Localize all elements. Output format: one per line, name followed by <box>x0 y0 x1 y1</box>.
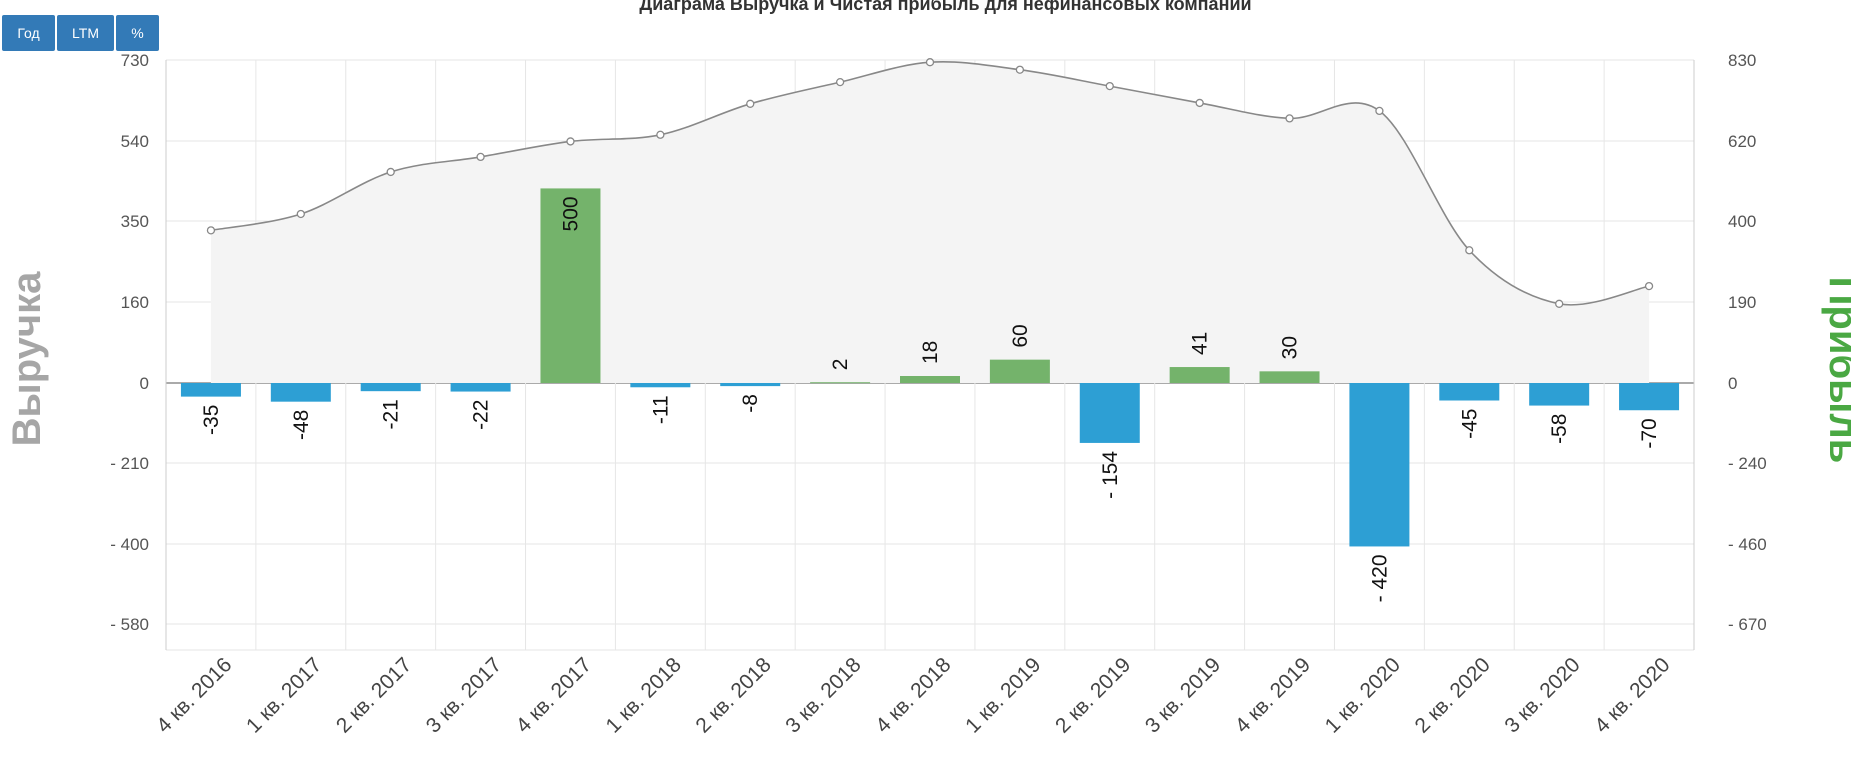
profit-data-label: 18 <box>919 341 942 364</box>
revenue-point <box>925 58 935 67</box>
profit-data-label: -35 <box>200 405 223 435</box>
y2-tick-label: - 670 <box>1728 615 1767 634</box>
profit-bars <box>180 188 1680 547</box>
x-tick-label: 2 кв. 2017 <box>332 653 416 737</box>
profit-bar <box>1439 383 1500 401</box>
revenue-point <box>1555 299 1564 308</box>
profit-data-label: -22 <box>470 400 493 430</box>
profit-bar <box>360 383 421 392</box>
revenue-area <box>210 61 1650 384</box>
profit-bar <box>1169 367 1230 383</box>
profit-data-label: - 154 <box>1099 451 1122 499</box>
revenue-point <box>1105 81 1114 91</box>
profit-bar <box>810 382 871 384</box>
x-tick-label: 2 кв. 2019 <box>1051 653 1135 737</box>
profit-bar <box>720 383 781 387</box>
y2-tick-label: - 460 <box>1728 535 1767 554</box>
profit-data-label: 41 <box>1189 332 1212 355</box>
y-tick-label: 0 <box>140 374 149 393</box>
x-tick-label: 4 кв. 2018 <box>871 653 955 737</box>
x-tick-label: 4 кв. 2019 <box>1231 653 1315 737</box>
profit-data-label: -48 <box>290 410 313 440</box>
y-tick-label: 160 <box>121 293 149 312</box>
revenue-point <box>1465 246 1474 255</box>
profit-bar <box>1529 383 1590 406</box>
profit-bar <box>1259 371 1320 383</box>
revenue-point <box>835 77 845 87</box>
revenue-line-path <box>210 61 1650 306</box>
y-tick-label: 730 <box>121 51 149 70</box>
revenue-point <box>206 226 216 235</box>
y2-tick-label: - 240 <box>1728 454 1767 473</box>
revenue-point <box>1285 114 1294 123</box>
y2-tick-label: 190 <box>1728 293 1756 312</box>
profit-data-label: 60 <box>1009 324 1032 347</box>
profit-bar <box>1619 383 1680 411</box>
x-tick-label: 3 кв. 2017 <box>422 653 506 737</box>
profit-bar <box>630 383 691 388</box>
profit-bar <box>540 188 601 383</box>
profit-data-label: -58 <box>1548 414 1571 444</box>
x-tick-label: 4 кв. 2020 <box>1590 653 1674 737</box>
profit-bar <box>180 383 241 397</box>
y2-tick-label: 620 <box>1728 132 1756 151</box>
profit-data-label: -8 <box>739 394 762 413</box>
revenue-point <box>386 167 395 177</box>
profit-bar <box>1079 383 1140 443</box>
profit-bar <box>900 375 960 383</box>
revenue-point <box>476 152 485 162</box>
percent-button[interactable]: % <box>116 15 159 51</box>
y-tick-label: 350 <box>121 212 149 231</box>
x-tick-label: 3 кв. 2018 <box>781 653 865 737</box>
year-button[interactable]: Год <box>2 15 55 51</box>
y-tick-label: 540 <box>121 132 149 151</box>
right-axis-title: Прибыль <box>1821 277 1851 464</box>
profit-data-label: -11 <box>649 395 672 424</box>
revenue-point <box>1375 106 1384 116</box>
profit-data-label: 2 <box>829 359 852 371</box>
revenue-area-fill <box>210 61 1650 384</box>
revenue-point <box>1644 281 1654 291</box>
y2-tick-label: 0 <box>1728 374 1737 393</box>
x-tick-label: 1 кв. 2017 <box>242 653 326 737</box>
y2-tick-label: 830 <box>1728 51 1756 70</box>
profit-bar <box>989 359 1050 383</box>
revenue-point <box>566 137 575 146</box>
x-tick-label: 1 кв. 2020 <box>1321 653 1405 737</box>
x-tick-label: 4 кв. 2017 <box>512 653 596 737</box>
ltm-button[interactable]: LTM <box>57 15 114 51</box>
x-tick-label: 2 кв. 2018 <box>691 653 775 737</box>
x-tick-label: 3 кв. 2019 <box>1141 653 1225 737</box>
profit-data-label: -70 <box>1638 418 1661 448</box>
revenue-point <box>656 130 665 139</box>
revenue-point <box>296 209 305 219</box>
x-tick-label: 1 кв. 2019 <box>961 653 1045 737</box>
revenue-point <box>746 99 755 108</box>
profit-data-label: -21 <box>380 399 403 429</box>
data-labels: -35 -48 -21 -22 500 -11 -8 2 18 60 - 154 41 30 - 420 -… <box>200 196 1661 602</box>
profit-bar <box>270 383 331 402</box>
x-tick-label: 1 кв. 2018 <box>602 653 686 737</box>
left-axis-title: Выручка <box>5 271 49 446</box>
revenue-point <box>1015 65 1025 74</box>
revenue-point <box>1195 98 1204 108</box>
y-tick-label: - 210 <box>110 454 149 473</box>
profit-data-label: 500 <box>559 196 582 231</box>
x-tick-label: 2 кв. 2020 <box>1411 653 1495 737</box>
profit-data-label: - 420 <box>1368 554 1391 602</box>
x-tick-label: 3 кв. 2020 <box>1500 653 1584 737</box>
x-tick-label: 4 кв. 2016 <box>152 653 236 737</box>
y-tick-label: - 580 <box>110 615 149 634</box>
y-tick-label: - 400 <box>110 535 149 554</box>
revenue-line <box>206 58 1654 308</box>
profit-bar <box>450 383 511 392</box>
period-button-group: Год LTM % <box>2 15 159 51</box>
profit-data-label: -45 <box>1458 409 1481 439</box>
profit-bar <box>1349 383 1410 547</box>
profit-data-label: 30 <box>1279 336 1302 359</box>
y2-tick-label: 400 <box>1728 212 1756 231</box>
chart-title: Диаграма Выручка и Чистая прибыль для не… <box>639 0 1252 14</box>
